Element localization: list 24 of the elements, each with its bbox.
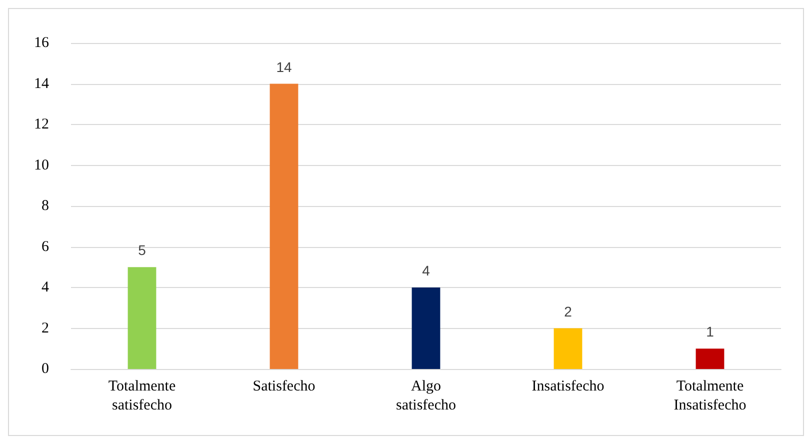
bar bbox=[696, 348, 724, 369]
data-label: 4 bbox=[422, 262, 430, 278]
x-tick-label: Insatisfecho bbox=[532, 378, 604, 394]
y-tick-label: 8 bbox=[42, 198, 49, 214]
bar bbox=[412, 288, 440, 369]
bar bbox=[128, 267, 156, 369]
bar bbox=[270, 84, 298, 369]
y-tick-label: 16 bbox=[34, 35, 50, 51]
x-tick-label: Satisfecho bbox=[252, 378, 316, 394]
y-tick-label: 2 bbox=[42, 320, 49, 336]
bar bbox=[554, 328, 582, 369]
data-label: 1 bbox=[706, 324, 714, 340]
data-label: 14 bbox=[276, 58, 292, 75]
data-label: 5 bbox=[138, 242, 146, 258]
y-tick-label: 12 bbox=[34, 116, 49, 132]
x-tick-label: Algo satisfecho bbox=[396, 378, 456, 414]
y-tick-label: 0 bbox=[42, 361, 49, 377]
y-tick-label: 14 bbox=[34, 76, 50, 92]
data-label: 2 bbox=[564, 303, 572, 320]
y-tick-label: 10 bbox=[34, 157, 49, 174]
x-tick-label: Totalmente satisfecho bbox=[108, 378, 176, 414]
y-tick-label: 4 bbox=[42, 280, 50, 296]
x-tick-label: Totalmente Insatisfecho bbox=[674, 378, 746, 414]
y-tick-label: 6 bbox=[42, 238, 50, 255]
